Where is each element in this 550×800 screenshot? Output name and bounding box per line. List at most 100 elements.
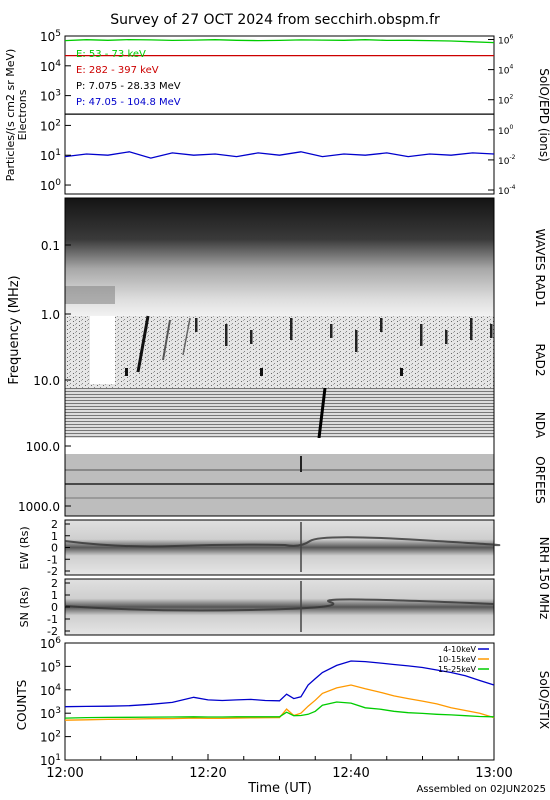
nrh-tick-label: -2: [47, 565, 58, 578]
stix-ytick-label: 102: [40, 730, 61, 745]
epd-ylabel-electrons: Electrons: [16, 89, 29, 140]
rad2-data-gap: [90, 316, 115, 384]
nrh-ew-ridge: [64, 536, 501, 548]
nrh-right-label: NRH 150 MHz: [537, 537, 550, 620]
nrh-ew-panel: 210-1-2 EW (Rs): [18, 518, 501, 578]
spectrogram-panel: 0.1 1.0 10.0 100.0 1000.0 Frequency (MHz) WA…: [7, 197, 547, 517]
stix-legend-label-0: 4-10keV: [443, 645, 476, 654]
x-tick-label: 13:00: [475, 766, 512, 781]
stix-ytick-label: 103: [40, 706, 61, 721]
spectro-right-label-3: ORFEES: [533, 456, 547, 503]
type-iii-burst-2: [162, 319, 171, 361]
rad2-band: [65, 316, 494, 390]
rad2-burst-mark: [470, 318, 473, 340]
nrh-tick-label: 1: [51, 589, 58, 602]
nda-burst: [317, 387, 327, 439]
stix-ytick-label: 104: [40, 683, 61, 698]
freq-tick-label: 1.0: [41, 308, 60, 322]
stix-ylabel: COUNTS: [15, 680, 29, 731]
rad2-burst-mark: [250, 330, 253, 344]
epd-right-tick-label: 102: [498, 94, 513, 107]
stix-legend-label-1: 10-15keV: [438, 655, 477, 664]
freq-tick-label: 0.1: [41, 239, 60, 253]
x-tick-label: 12:00: [46, 766, 83, 781]
epd-legend-entry-1: E: 282 - 397 keV: [76, 65, 159, 76]
rad2-burst-mark: [445, 330, 448, 344]
epd-ytick-label: 102: [40, 118, 61, 133]
freq-tick-label: 1000.0: [18, 500, 60, 514]
nrh-tick-label: 1: [51, 530, 58, 543]
rad2-burst-mark: [125, 368, 128, 376]
epd-ytick-label: 100: [40, 178, 61, 193]
figure-title: Survey of 27 OCT 2024 from secchirh.obsp…: [110, 12, 440, 28]
nrh-sn-image: [64, 578, 495, 636]
epd-legend-entry-2: P: 7.075 - 28.33 MeV: [76, 81, 181, 92]
freq-tick-label: 100.0: [26, 440, 60, 454]
rad2-burst-mark: [225, 324, 228, 346]
freq-tick-label: 10.0: [33, 374, 60, 388]
epd-panel: E: 53 - 73 keV E: 282 - 397 keV P: 7.075 -…: [4, 29, 550, 197]
epd-right-tick-label: 104: [498, 64, 513, 77]
nrh-tick-label: 2: [51, 518, 58, 531]
stix-ytick-label: 105: [40, 659, 61, 674]
type-iii-burst-3: [182, 317, 191, 356]
spectro-ylabel: Frequency (MHz): [7, 275, 22, 384]
spectro-right-label-1: RAD2: [533, 344, 547, 377]
rad2-burst-mark: [400, 368, 403, 376]
rad2-burst-mark: [195, 318, 198, 332]
epd-right-label: SolO/EPD (ions): [537, 68, 550, 162]
epd-ytick-label: 101: [40, 148, 61, 163]
spectro-right-label-2: NDA: [533, 412, 547, 439]
nrh-sn-ylabel: SN (Rs): [18, 587, 31, 628]
orfees-band: [65, 454, 494, 516]
x-axis-label: Time (UT): [247, 781, 312, 796]
rad2-burst-mark: [330, 324, 333, 338]
rad2-burst-mark: [420, 324, 423, 346]
nrh-tick-label: -1: [47, 613, 58, 626]
x-tick-label: 12:20: [189, 766, 226, 781]
nda-band: [65, 388, 494, 438]
epd-ytick-label: 104: [40, 59, 61, 74]
epd-right-tick-label: 10-2: [498, 154, 516, 167]
stix-frame: [64, 642, 495, 761]
nrh-tick-label: -2: [47, 625, 58, 638]
x-tick-label: 12:40: [332, 766, 369, 781]
stix-series-line-0: [64, 660, 495, 708]
spectro-right-label-0: WAVES RAD1: [533, 229, 547, 308]
nrh-tick-label: 0: [51, 542, 58, 555]
epd-legend-entry-3: P: 47.05 - 104.8 MeV: [76, 97, 181, 108]
epd-right-tick-label: 100: [498, 124, 513, 137]
rad1-burst-patch: [65, 286, 115, 304]
spectro-frame: [64, 197, 495, 517]
rad2-burst-mark: [260, 368, 263, 376]
stix-legend-label-2: 15-25keV: [438, 665, 477, 674]
nrh-ew-image: [64, 519, 495, 576]
rad2-burst-mark: [355, 330, 358, 352]
rad2-burst-mark: [290, 318, 293, 340]
stix-right-label: SolO/STIX: [537, 671, 550, 730]
epd-series-line-3: [64, 151, 495, 159]
type-iii-burst-1: [136, 315, 150, 373]
epd-right-tick-label: 106: [498, 34, 513, 47]
nrh-tick-label: 2: [51, 577, 58, 590]
epd-ylabel: Particles/(s cm2 sr MeV): [4, 49, 17, 182]
nrh-tick-label: 0: [51, 601, 58, 614]
nrh-tick-label: -1: [47, 553, 58, 566]
assembled-note: Assembled on 02JUN2025: [416, 784, 546, 795]
epd-legend-entry-0: E: 53 - 73 keV: [76, 49, 146, 60]
epd-ytick-label: 103: [40, 89, 61, 104]
epd-series-line-0: [64, 38, 495, 44]
rad2-burst-mark: [380, 318, 383, 332]
epd-right-tick-label: 10-4: [498, 184, 516, 197]
nrh-ew-ylabel: EW (Rs): [18, 526, 31, 569]
stix-ytick-label: 106: [40, 636, 61, 651]
spectro-gap: [65, 438, 494, 454]
waves-rad1-band: [65, 198, 494, 316]
epd-frame: [64, 35, 495, 195]
nrh-sn-panel: 210-1-2 SN (Rs) NRH 150 MHz: [18, 537, 550, 638]
stix-series-line-1: [64, 684, 495, 721]
nrh-sn-ridge: [64, 598, 495, 612]
stix-series-line-2: [64, 701, 495, 719]
